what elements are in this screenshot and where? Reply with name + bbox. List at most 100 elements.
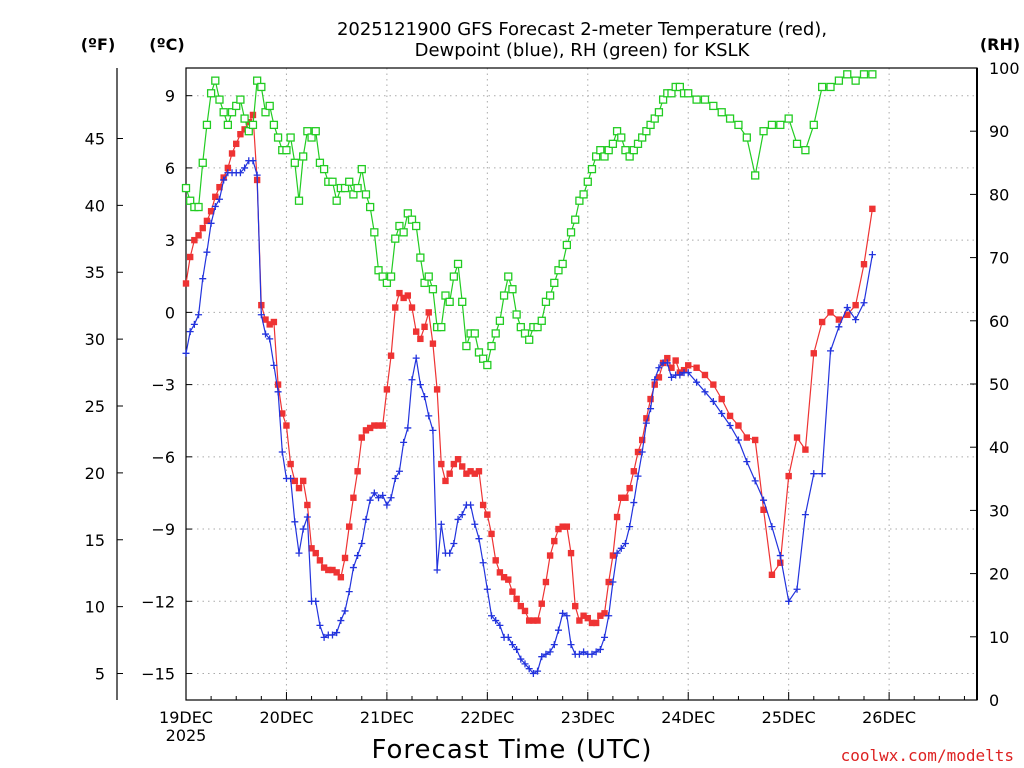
rh-point xyxy=(851,76,860,85)
rh-point xyxy=(265,101,274,111)
rh-point xyxy=(478,354,488,363)
temperature-point xyxy=(467,468,474,475)
temperature-point xyxy=(207,208,215,215)
temperature-series xyxy=(182,111,876,627)
rh-point xyxy=(550,278,559,288)
temperature-point xyxy=(191,236,198,244)
rh-point xyxy=(579,190,588,199)
rh-point xyxy=(751,171,760,180)
credit-link[interactable]: coolwx.com/modelts xyxy=(841,746,1014,765)
dewpoint-point xyxy=(203,248,211,256)
rh-point xyxy=(617,133,626,142)
dewpoint-point xyxy=(395,467,403,475)
temperature-point xyxy=(245,118,252,126)
rh-point xyxy=(232,101,241,111)
temperature-point xyxy=(760,506,767,513)
rh-point xyxy=(608,139,618,148)
rh-point xyxy=(198,158,207,167)
dewpoint-point xyxy=(370,489,378,497)
temperature-point xyxy=(186,253,194,261)
fahrenheit-unit-label: (ºF) xyxy=(81,35,116,54)
dewpoint-point xyxy=(638,448,646,456)
dewpoint-point xyxy=(575,650,583,658)
dewpoint-point xyxy=(785,597,793,605)
dewpoint-point xyxy=(542,650,550,658)
temperature-point xyxy=(358,434,365,441)
dewpoint-point xyxy=(546,648,554,656)
celsius-tick-label: −6 xyxy=(151,448,175,467)
temperature-point xyxy=(475,468,483,475)
fahrenheit-tick-label: 20 xyxy=(85,464,105,483)
rh-point xyxy=(612,127,622,136)
dewpoint-point xyxy=(366,496,374,504)
temperature-point xyxy=(383,386,391,393)
dewpoint-point xyxy=(617,544,625,552)
temperature-point xyxy=(496,569,504,576)
temperature-point xyxy=(333,569,340,576)
rh-point xyxy=(181,183,191,193)
temperature-point xyxy=(546,552,554,559)
rh-point xyxy=(709,101,718,111)
temperature-point xyxy=(638,436,646,444)
temperature-point xyxy=(371,422,378,429)
celsius-tick-label: −3 xyxy=(151,376,175,395)
rh-point xyxy=(412,221,421,231)
temperature-point xyxy=(605,578,612,586)
dewpoint-point xyxy=(768,523,776,531)
fahrenheit-tick-label: 30 xyxy=(85,330,105,349)
temperature-point xyxy=(354,468,361,475)
rh-point xyxy=(817,82,827,92)
dewpoint-point xyxy=(383,501,391,509)
rh-point xyxy=(202,120,212,130)
dewpoint-point xyxy=(580,648,588,656)
temperature-point xyxy=(379,422,386,429)
dewpoint-point xyxy=(425,412,433,420)
dewpoint-point xyxy=(195,311,203,319)
fahrenheit-tick-label: 45 xyxy=(85,129,105,148)
temperature-point xyxy=(768,571,776,579)
dewpoint-point xyxy=(278,448,286,456)
dewpoint-point xyxy=(475,535,483,543)
temperature-point xyxy=(567,549,575,557)
temperature-point xyxy=(375,422,382,429)
temperature-point xyxy=(308,545,315,552)
rh-point xyxy=(248,120,258,130)
rh-point xyxy=(299,152,308,161)
dewpoint-point xyxy=(215,195,223,203)
rh-point xyxy=(558,259,567,269)
rh-point xyxy=(801,146,810,155)
rh-tick-label: 20 xyxy=(989,565,1009,584)
dewpoint-point xyxy=(734,436,742,444)
dewpoint-point xyxy=(458,511,466,519)
dewpoint-point xyxy=(810,470,818,478)
temperature-point xyxy=(312,549,319,557)
dewpoint-point xyxy=(190,320,198,328)
rh-point xyxy=(495,316,505,325)
rh-point xyxy=(591,152,601,161)
dewpoint-point xyxy=(249,157,257,165)
temperature-point xyxy=(751,436,759,444)
time-tick-label: 26DEC xyxy=(862,708,916,727)
rh-point xyxy=(767,120,777,130)
dewpoint-point xyxy=(257,311,265,319)
rh-point xyxy=(625,152,634,161)
dewpoint-point xyxy=(651,376,659,384)
dewpoint-point xyxy=(433,566,441,574)
rh-point xyxy=(441,291,450,300)
dewpoint-point xyxy=(709,397,717,405)
rh-point xyxy=(596,146,605,155)
temperature-point xyxy=(505,576,512,583)
dewpoint-point xyxy=(525,665,533,673)
rh-point xyxy=(541,297,551,306)
temperature-point xyxy=(237,131,244,138)
temperature-point xyxy=(283,422,290,429)
rh-point xyxy=(566,228,576,237)
rh-point xyxy=(684,89,693,98)
time-year-label: 2025 xyxy=(166,726,207,745)
dewpoint-point xyxy=(375,494,383,502)
rh-point xyxy=(370,228,379,237)
dewpoint-point xyxy=(241,164,249,172)
celsius-tick-label: −15 xyxy=(141,665,175,684)
dewpoint-point xyxy=(667,373,675,381)
